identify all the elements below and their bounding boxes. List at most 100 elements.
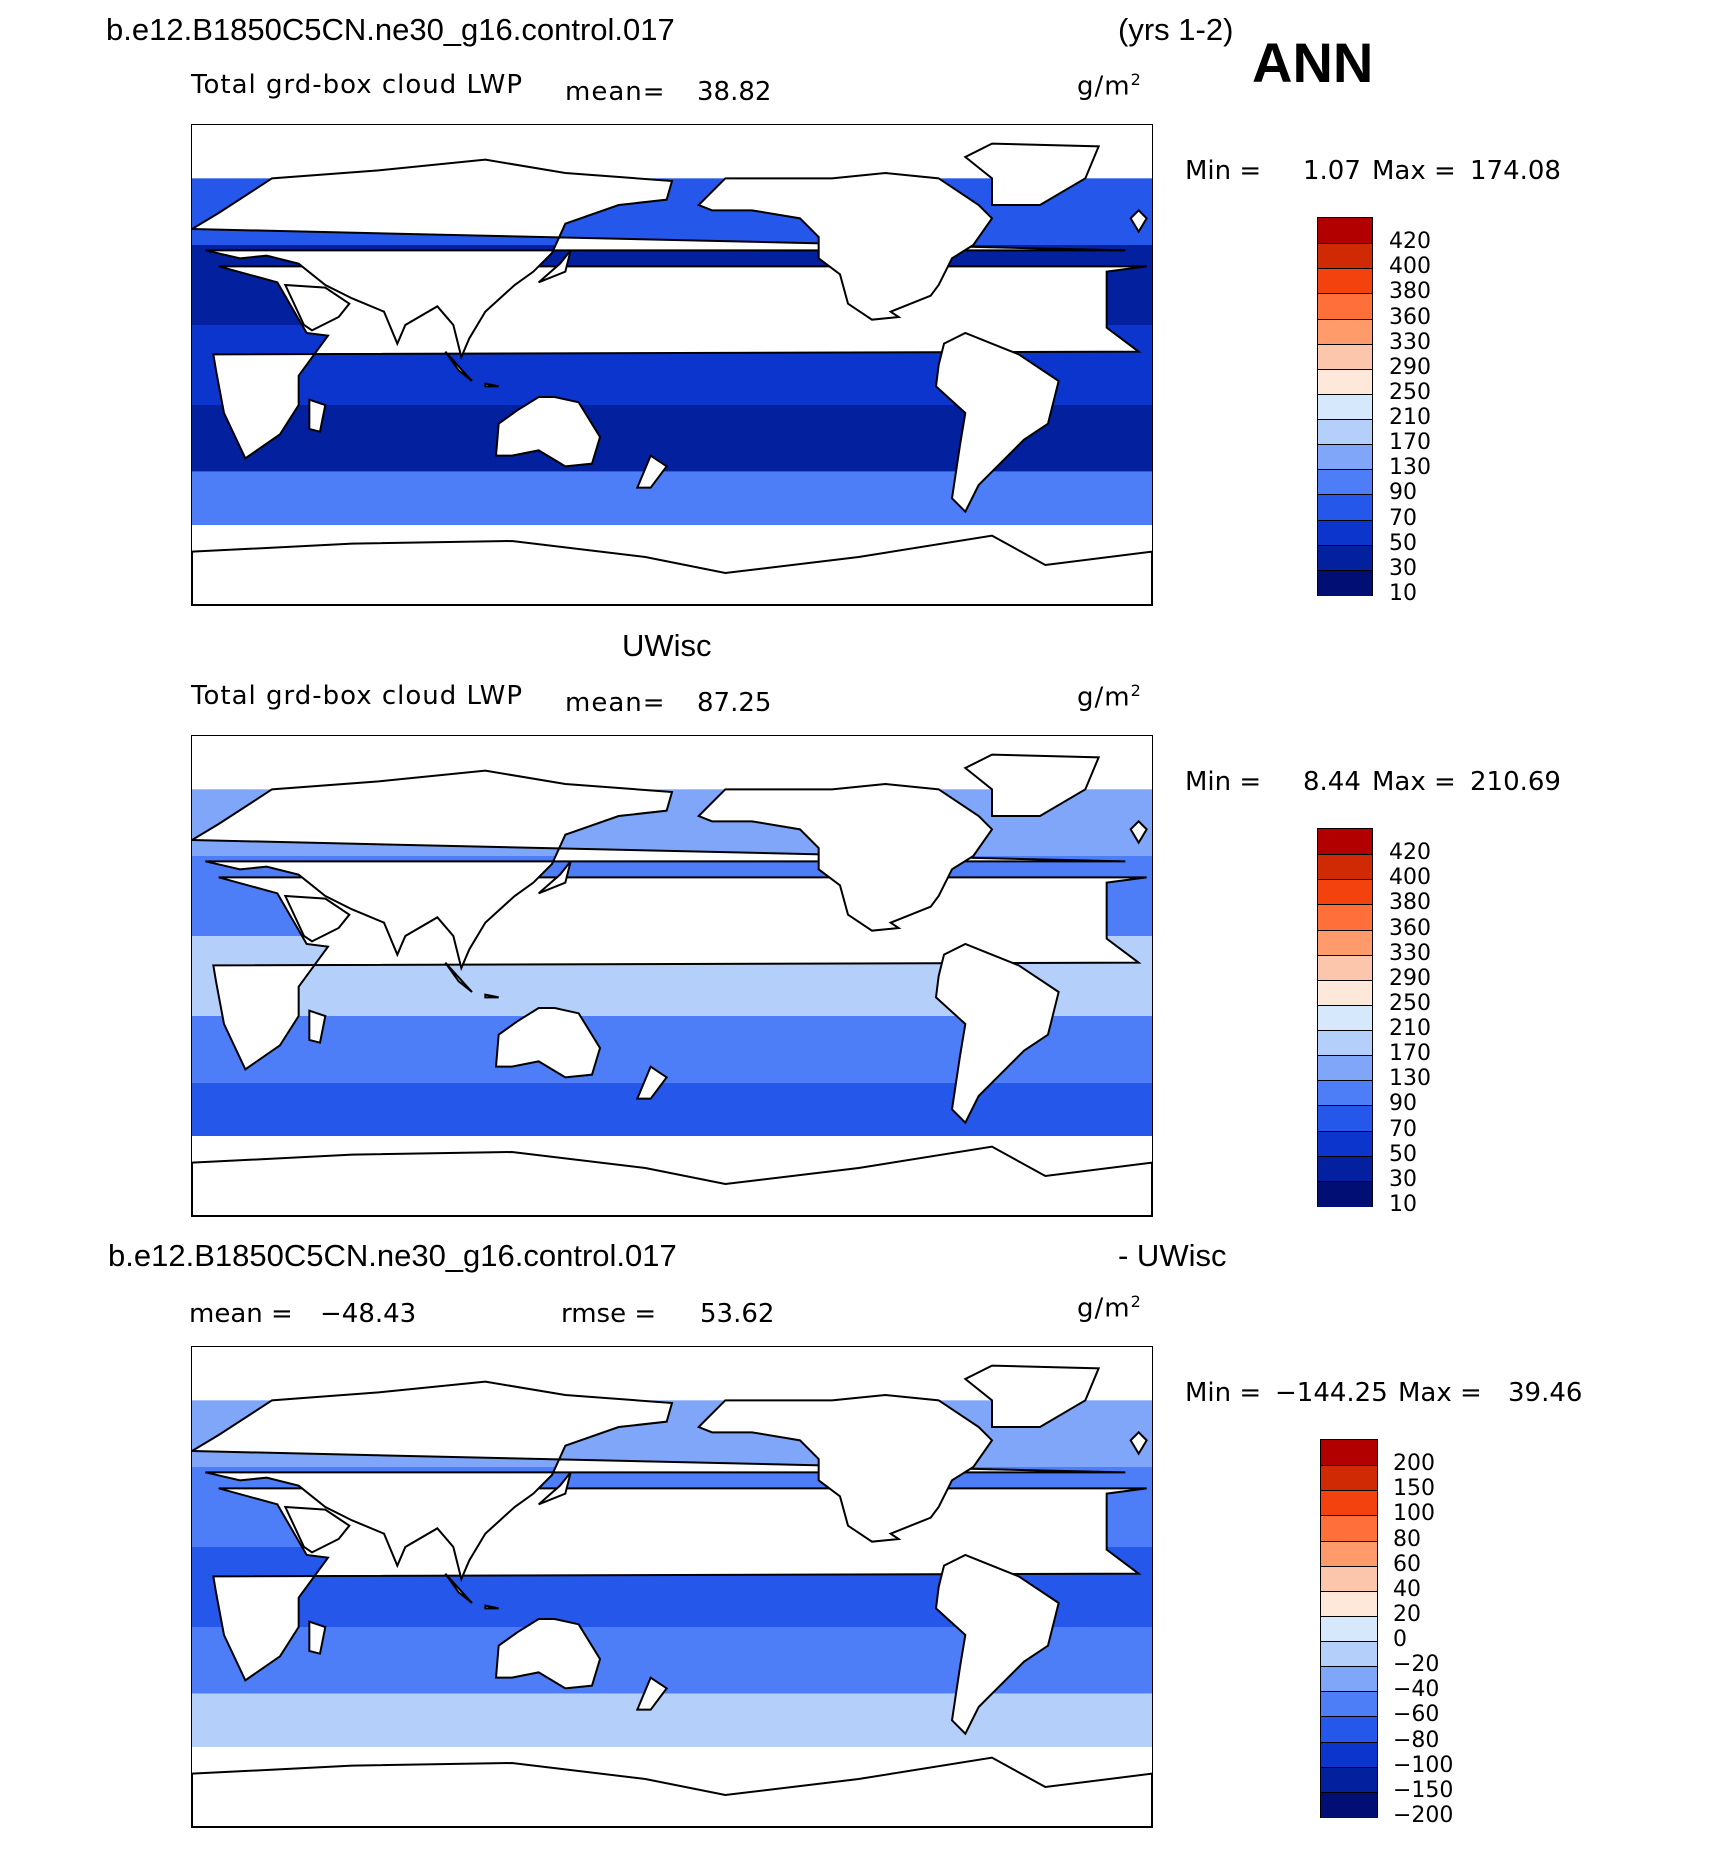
colorbar-tick-label: 80	[1393, 1526, 1421, 1552]
panel-3-min-label: Min =	[1185, 1378, 1262, 1408]
panel-1-min-label: Min =	[1185, 156, 1262, 186]
landmass	[308, 1009, 327, 1044]
colorbar-tick-label: 200	[1393, 1451, 1435, 1477]
panel-2-colorbar	[1317, 828, 1373, 1207]
colorbar-swatch	[1318, 243, 1372, 270]
colorbar-tick-label: 10	[1389, 581, 1417, 606]
colorbar-tick-label: −60	[1393, 1702, 1440, 1728]
ocean-band	[192, 1693, 1152, 1747]
panel-3-max-value: 39.46	[1508, 1378, 1583, 1408]
colorbar-tick-label: 360	[1389, 915, 1431, 941]
colorbar-tick-label: 290	[1389, 354, 1431, 380]
panel-2-variable: Total grd-box cloud LWP	[191, 681, 524, 711]
landmass	[283, 283, 351, 332]
colorbar-swatch	[1318, 218, 1372, 244]
colorbar-swatch	[1321, 1440, 1377, 1466]
colorbar-tick-label: 100	[1393, 1501, 1435, 1527]
colorbar-tick-label: 330	[1389, 329, 1431, 355]
panel-2-min-value: 8.44	[1303, 767, 1361, 797]
colorbar-swatch	[1321, 1666, 1377, 1693]
panel-3-subtitle: - UWisc	[1118, 1238, 1227, 1273]
panel-1-units: g/m2	[1077, 70, 1142, 102]
colorbar-tick-label: −80	[1393, 1727, 1440, 1753]
colorbar-swatch	[1321, 1741, 1377, 1768]
panel-2-subtitle: UWisc	[622, 628, 712, 663]
colorbar-swatch	[1321, 1615, 1377, 1643]
ocean-band	[192, 1082, 1152, 1136]
panel-3-rmse-value: 53.62	[700, 1299, 775, 1329]
colorbar-swatch	[1318, 854, 1372, 881]
colorbar-swatch	[1318, 1155, 1372, 1182]
panel-2-map	[191, 735, 1153, 1217]
colorbar-swatch	[1318, 929, 1372, 956]
landmass	[192, 1756, 1152, 1827]
colorbar-tick-label: −200	[1393, 1803, 1454, 1828]
panel-2-colorbar-ticks: 420 400 380 360 330 290 250 210 170 130 90 70 50 30 10	[1389, 828, 1469, 1217]
colorbar-tick-label: −100	[1393, 1752, 1454, 1778]
colorbar-tick-label: −40	[1393, 1677, 1440, 1703]
ocean-band	[192, 471, 1152, 525]
years-label: (yrs 1-2)	[1118, 12, 1234, 47]
colorbar-swatch	[1318, 444, 1372, 471]
panel-3-colorbar	[1320, 1439, 1378, 1818]
colorbar-swatch	[1321, 1565, 1377, 1592]
landmass	[192, 158, 1126, 361]
colorbar-swatch	[1318, 519, 1372, 546]
landmass	[192, 534, 1152, 605]
colorbar-tick-label: 380	[1389, 279, 1431, 305]
colorbar-swatch	[1318, 494, 1372, 521]
colorbar-tick-label: 130	[1389, 455, 1431, 481]
colorbar-swatch	[1321, 1641, 1377, 1668]
panel-2-units: g/m2	[1077, 681, 1142, 713]
landmass	[444, 350, 473, 382]
colorbar-swatch	[1318, 544, 1372, 571]
colorbar-tick-label: 290	[1389, 965, 1431, 991]
colorbar-swatch	[1321, 1515, 1377, 1542]
panel-1-map	[191, 124, 1153, 606]
colorbar-tick-label: 330	[1389, 940, 1431, 966]
landmass	[444, 961, 473, 993]
panel-1-variable: Total grd-box cloud LWP	[191, 70, 524, 100]
landmass	[494, 1618, 602, 1690]
colorbar-tick-label: 170	[1389, 1041, 1431, 1067]
colorbar-swatch	[1321, 1465, 1377, 1492]
colorbar-tick-label: 90	[1389, 1091, 1417, 1117]
landmass	[538, 1471, 572, 1506]
colorbar-swatch	[1318, 1004, 1372, 1032]
colorbar-swatch	[1318, 979, 1372, 1006]
landmass	[192, 769, 1126, 972]
landmass	[192, 1380, 1126, 1583]
colorbar-swatch	[1318, 318, 1372, 345]
colorbar-swatch	[1321, 1490, 1377, 1517]
landmass	[484, 993, 499, 999]
landmass	[494, 1007, 602, 1079]
panel-3-mean-label: mean =	[189, 1299, 293, 1329]
landmass	[308, 1620, 327, 1655]
colorbar-swatch	[1318, 1180, 1372, 1207]
colorbar-swatch	[1321, 1791, 1377, 1818]
panel-1-mean-value: 38.82	[697, 77, 772, 107]
colorbar-swatch	[1318, 1080, 1372, 1107]
landmass	[283, 1505, 351, 1554]
colorbar-tick-label: 420	[1389, 229, 1431, 255]
colorbar-swatch	[1318, 419, 1372, 446]
colorbar-tick-label: 360	[1389, 304, 1431, 330]
landmass	[696, 1393, 994, 1543]
landmass	[934, 331, 1060, 514]
landmass	[484, 1604, 499, 1610]
colorbar-tick-label: 70	[1389, 1116, 1417, 1142]
colorbar-swatch	[1318, 1105, 1372, 1132]
colorbar-tick-label: −20	[1393, 1652, 1440, 1678]
panel-1-max-label: Max =	[1372, 156, 1456, 186]
colorbar-tick-label: 30	[1389, 555, 1417, 581]
colorbar-tick-label: −150	[1393, 1777, 1454, 1803]
panel-1-mean-label: mean=	[565, 77, 666, 107]
panel-3-mean-value: −48.43	[320, 1299, 417, 1329]
colorbar-swatch	[1318, 1055, 1372, 1082]
landmass	[192, 1145, 1152, 1216]
colorbar-tick-label: 10	[1389, 1192, 1417, 1217]
landmass	[538, 249, 572, 284]
colorbar-swatch	[1321, 1716, 1377, 1743]
landmass	[963, 1364, 1101, 1428]
colorbar-swatch	[1318, 293, 1372, 320]
